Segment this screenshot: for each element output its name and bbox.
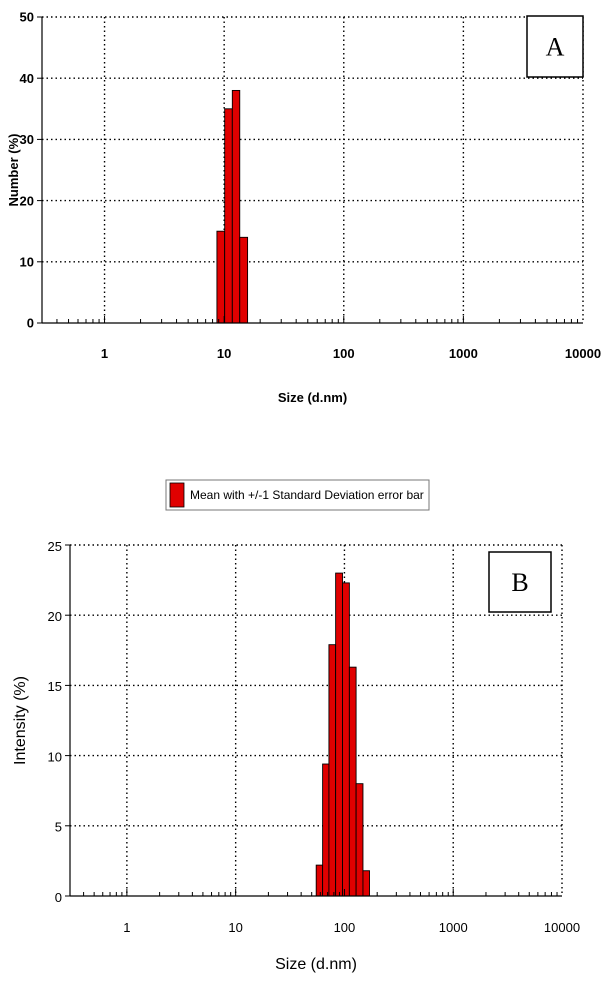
chart-a-x-tick-label: 1000 bbox=[449, 346, 478, 361]
chart-a-y-axis-title: Number (%) bbox=[6, 134, 21, 207]
chart-b-bar bbox=[335, 572, 343, 897]
chart-a-y-tick-label: 10 bbox=[20, 254, 34, 269]
chart-a-y-tick-label: 50 bbox=[20, 10, 34, 25]
chart-a-grid bbox=[42, 16, 584, 323]
chart-a-ticks: 0 10 20 30 40 50 1 10 100 1000 10000 bbox=[20, 10, 602, 361]
chart-a-y-tick-label: 40 bbox=[20, 71, 34, 86]
chart-a-bar bbox=[216, 230, 226, 324]
chart-b-y-tick-label: 0 bbox=[55, 890, 62, 905]
chart-a-x-tick-label: 10000 bbox=[565, 346, 601, 361]
chart-b-x-tick-label: 1 bbox=[123, 920, 130, 935]
chart-b-grid bbox=[70, 544, 563, 896]
chart-b-x-tick-label: 1000 bbox=[439, 920, 468, 935]
chart-b-bars bbox=[315, 572, 370, 897]
chart-b-panel-letter: B bbox=[511, 568, 528, 597]
chart-a-panel-letter: A bbox=[546, 33, 565, 62]
chart-b-legend-label: Mean with +/-1 Standard Deviation error … bbox=[190, 488, 424, 502]
chart-b-y-tick-label: 15 bbox=[48, 679, 62, 694]
chart-b-bar bbox=[348, 666, 357, 897]
chart-b-y-tick-label: 20 bbox=[48, 609, 62, 624]
chart-b-bar bbox=[342, 582, 350, 897]
chart-a-x-tick-label: 100 bbox=[333, 346, 355, 361]
chart-a-axes bbox=[41, 17, 583, 324]
chart-a-x-tick-label: 1 bbox=[101, 346, 108, 361]
chart-a-bar bbox=[231, 89, 241, 324]
chart-a-x-axis-title: Size (d.nm) bbox=[278, 390, 347, 405]
chart-a-y-tick-label: 20 bbox=[20, 193, 34, 208]
chart-a-panel-label: A bbox=[526, 15, 584, 78]
chart-b-bar bbox=[322, 763, 330, 897]
chart-a-y-tick-label: 30 bbox=[20, 132, 34, 147]
chart-b-y-tick-label: 25 bbox=[48, 539, 62, 554]
chart-b-legend-swatch bbox=[169, 482, 185, 508]
chart-b-x-tick-label: 10000 bbox=[544, 920, 580, 935]
chart-b-y-tick-label: 5 bbox=[55, 820, 62, 835]
chart-b-x-tick-label: 100 bbox=[334, 920, 356, 935]
chart-b-bar bbox=[315, 864, 324, 897]
chart-a-bars bbox=[216, 89, 249, 324]
chart-a-bar bbox=[239, 236, 249, 324]
chart-b-axes bbox=[69, 545, 562, 897]
chart-a-y-tick-label: 0 bbox=[27, 316, 34, 331]
chart-a: 0 10 20 30 40 50 1 10 100 1000 10000 Size (d.nm) N… bbox=[6, 10, 601, 405]
chart-b-y-axis-title: Intensity (%) bbox=[12, 676, 29, 765]
chart-b-ticks: 0 5 10 15 20 25 1 10 100 1000 10000 bbox=[48, 539, 581, 935]
chart-b-bar bbox=[328, 644, 337, 897]
chart-b-y-tick-label: 10 bbox=[48, 749, 62, 764]
chart-b: 0 5 10 15 20 25 1 10 100 1000 10000 Size (d.nm) In… bbox=[12, 539, 580, 973]
chart-b-x-axis-title: Size (d.nm) bbox=[275, 956, 357, 973]
chart-b-panel-label: B bbox=[488, 551, 552, 613]
chart-b-legend: Mean with +/-1 Standard Deviation error … bbox=[165, 479, 430, 511]
chart-b-bar bbox=[355, 783, 364, 897]
chart-b-bar bbox=[362, 870, 370, 897]
chart-a-bar bbox=[224, 108, 233, 324]
chart-a-x-tick-label: 10 bbox=[217, 346, 231, 361]
chart-b-x-tick-label: 10 bbox=[228, 920, 242, 935]
